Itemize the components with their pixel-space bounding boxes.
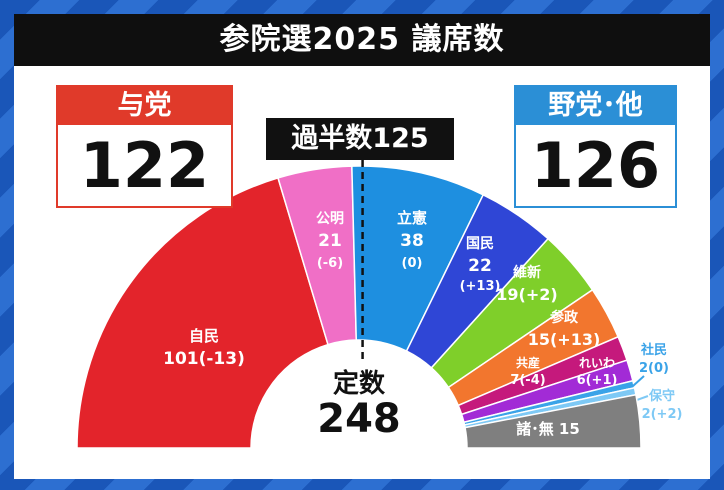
segment-change-komeito: (-6): [317, 256, 343, 271]
segment-value-sanseito: 15(+13): [528, 330, 601, 349]
segment-value-jcp: 7(-4): [510, 373, 545, 388]
chart-panel: 自民 101(-13) 公明 21 (-6) 立憲 38 (0) 国民 22 (+13) 維新 19(+…: [14, 14, 710, 479]
segment-value-conservative: 2(+2): [642, 407, 683, 422]
total-seats: 248: [317, 396, 401, 442]
segment-change-cdp: (0): [402, 256, 423, 271]
segment-label-jcp: 共産: [516, 355, 540, 370]
segment-value-ldp: 101(-13): [163, 349, 245, 369]
opposition-box: 野党･他 126: [514, 85, 677, 208]
segment-label-dpfp: 国民: [466, 236, 494, 252]
chart-title: 参院選2025 議席数: [14, 14, 710, 66]
segment-label-cdp: 立憲: [397, 209, 427, 227]
total-label: 定数: [333, 368, 386, 399]
seat-segment-ldp: [76, 176, 329, 449]
opposition-label: 野党･他: [516, 87, 675, 125]
segment-label-komeito: 公明: [316, 211, 344, 227]
segment-label-ldp: 自民: [189, 327, 219, 345]
majority-label: 過半数125: [266, 118, 454, 160]
opposition-total: 126: [530, 129, 661, 202]
ruling-coalition-label: 与党: [58, 87, 231, 125]
segment-value-ishin: 19(+2): [496, 285, 557, 304]
segment-label-others: 諸･無 15: [516, 420, 580, 438]
seat-segment-others: [464, 393, 642, 449]
seat-chart: 自民 101(-13) 公明 21 (-6) 立憲 38 (0) 国民 22 (+13) 維新 19(+…: [76, 148, 684, 449]
segment-seats-dpfp: 22: [468, 256, 492, 276]
segment-change-dpfp: (+13): [460, 279, 501, 294]
segment-label-ishin: 維新: [513, 264, 541, 281]
segment-seats-komeito: 21: [318, 231, 342, 251]
segment-label-conservative: 保守: [648, 388, 675, 404]
segment-label-reiwa: れいわ: [579, 356, 615, 370]
segment-label-sanseito: 参政: [550, 309, 579, 326]
segment-value-sdp: 2(0): [639, 361, 669, 376]
segment-label-sdp: 社民: [640, 342, 667, 358]
segment-seats-cdp: 38: [400, 231, 424, 251]
ruling-coalition-total: 122: [79, 129, 210, 202]
ruling-coalition-box: 与党 122: [56, 85, 233, 208]
segment-value-reiwa: 6(+1): [577, 373, 618, 388]
